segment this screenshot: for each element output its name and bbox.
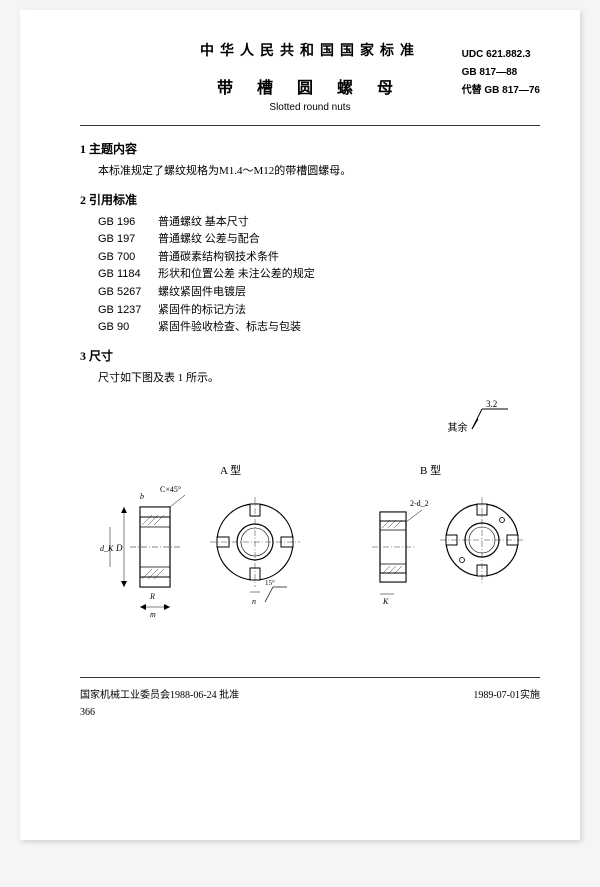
udc-code: UDC 621.882.3 (462, 46, 540, 64)
ref-row: GB 700普通碳素结构钢技术条件 (98, 249, 540, 267)
ref-row: GB 197普通螺纹 公差与配合 (98, 231, 540, 249)
gb-code: GB 817—88 (462, 64, 540, 82)
type-a-label: A 型 (220, 462, 241, 478)
standard-codes: UDC 621.882.3 GB 817—88 代替 GB 817—76 (462, 46, 540, 100)
reference-list: GB 196普通螺纹 基本尺寸 GB 197普通螺纹 公差与配合 GB 700普… (98, 214, 540, 337)
svg-text:d_K: d_K (100, 544, 114, 553)
title-en: Slotted round nuts (80, 102, 540, 113)
surface-finish-mark: 其余 3.2 (448, 407, 511, 434)
svg-text:C×45°: C×45° (160, 485, 181, 494)
ref-row: GB 1237紧固件的标记方法 (98, 302, 540, 320)
page-number: 366 (80, 707, 540, 718)
figure-a-front: n 15° (210, 492, 320, 612)
footer-left: 国家机械工业委员会1988-06-24 批准 (80, 686, 239, 701)
replaces-code: GB 817—76 (484, 85, 540, 96)
footer-right: 1989-07-01实施 (473, 686, 540, 701)
replaces-label: 代替 (462, 85, 482, 96)
ref-row: GB 1184形状和位置公差 未注公差的规定 (98, 266, 540, 284)
svg-text:15°: 15° (265, 579, 275, 587)
type-b-label: B 型 (420, 462, 441, 478)
svg-text:m: m (150, 610, 156, 619)
svg-text:K: K (382, 597, 389, 606)
svg-text:3.2: 3.2 (486, 399, 497, 409)
svg-text:b: b (140, 492, 144, 501)
section3-body: 尺寸如下图及表 1 所示。 (98, 370, 540, 388)
svg-text:n: n (252, 597, 256, 606)
figure-b-front (440, 495, 535, 595)
ref-row: GB 196普通螺纹 基本尺寸 (98, 214, 540, 232)
section1-body: 本标准规定了螺纹规格为M1.4～M12的带槽圆螺母。 (98, 163, 540, 181)
svg-text:R: R (149, 592, 155, 601)
section3-heading: 3 尺寸 (80, 347, 540, 364)
figure-area: 其余 3.2 A 型 B 型 (80, 407, 540, 647)
section2-heading: 2 引用标准 (80, 191, 540, 208)
figure-b-section: K 2-d_2 (360, 492, 430, 612)
ref-row: GB 5267螺纹紧固件电镀层 (98, 284, 540, 302)
ref-row: GB 90紧固件验收检查、标志与包装 (98, 319, 540, 337)
footer: 国家机械工业委员会1988-06-24 批准 1989-07-01实施 (80, 686, 540, 701)
footer-divider (80, 677, 540, 678)
divider (80, 125, 540, 126)
figure-a-section: D d_K C×45° b R m (110, 487, 200, 617)
svg-text:2-d_2: 2-d_2 (410, 499, 429, 508)
section1-heading: 1 主题内容 (80, 140, 540, 157)
svg-text:D: D (115, 543, 123, 553)
